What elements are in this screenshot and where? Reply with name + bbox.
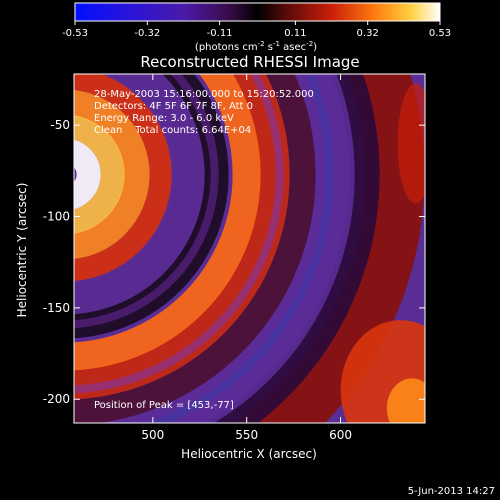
colorbar bbox=[74, 2, 441, 22]
x-tick-label: 550 bbox=[235, 428, 258, 442]
annotation-line: Detectors: 4F 5F 6F 7F 8F, Att 0 bbox=[94, 101, 253, 112]
y-tick-label: -150 bbox=[43, 301, 70, 315]
colorbar-tick-label: 0.53 bbox=[429, 28, 451, 39]
annotation-line: Clean Total counts: 6.64E+04 bbox=[94, 125, 251, 136]
date-stamp: 5-Jun-2013 14:27 bbox=[408, 486, 495, 497]
annotation-line: Energy Range: 3.0 - 6.0 keV bbox=[94, 113, 234, 124]
heatmap-image bbox=[74, 74, 425, 423]
colorbar-units: (photons cm-2 s-1 asec-2) bbox=[195, 40, 317, 53]
plot-frame bbox=[73, 73, 426, 424]
peak-position-label: Position of Peak = [453,-77] bbox=[94, 400, 234, 411]
y-tick-label: -50 bbox=[50, 118, 70, 132]
y-tick-label: -200 bbox=[43, 392, 70, 406]
y-axis-label: Heliocentric Y (arcsec) bbox=[15, 183, 29, 318]
x-tick-label: 500 bbox=[141, 428, 164, 442]
y-tick-label: -100 bbox=[43, 210, 70, 224]
colorbar-tick-label: -0.11 bbox=[207, 28, 233, 39]
axes: 500 550 600 -50 -100 -150 -200 bbox=[43, 74, 425, 442]
annotation-block: 28-May-2003 15:16:00.000 to 15:20:52.000… bbox=[94, 89, 314, 136]
x-tick-label: 600 bbox=[329, 428, 352, 442]
colorbar-tick-label: 0.32 bbox=[357, 28, 379, 39]
colorbar-tick-label: 0.11 bbox=[284, 28, 306, 39]
chart-title: Reconstructed RHESSI Image bbox=[140, 53, 359, 71]
colorbar-ticks: -0.53 -0.32 -0.11 0.11 0.32 0.53 bbox=[62, 21, 451, 39]
x-axis-label: Heliocentric X (arcsec) bbox=[181, 447, 317, 461]
colorbar-tick-label: -0.53 bbox=[62, 28, 88, 39]
colorbar-tick-label: -0.32 bbox=[134, 28, 160, 39]
annotation-line: 28-May-2003 15:16:00.000 to 15:20:52.000 bbox=[94, 89, 314, 100]
